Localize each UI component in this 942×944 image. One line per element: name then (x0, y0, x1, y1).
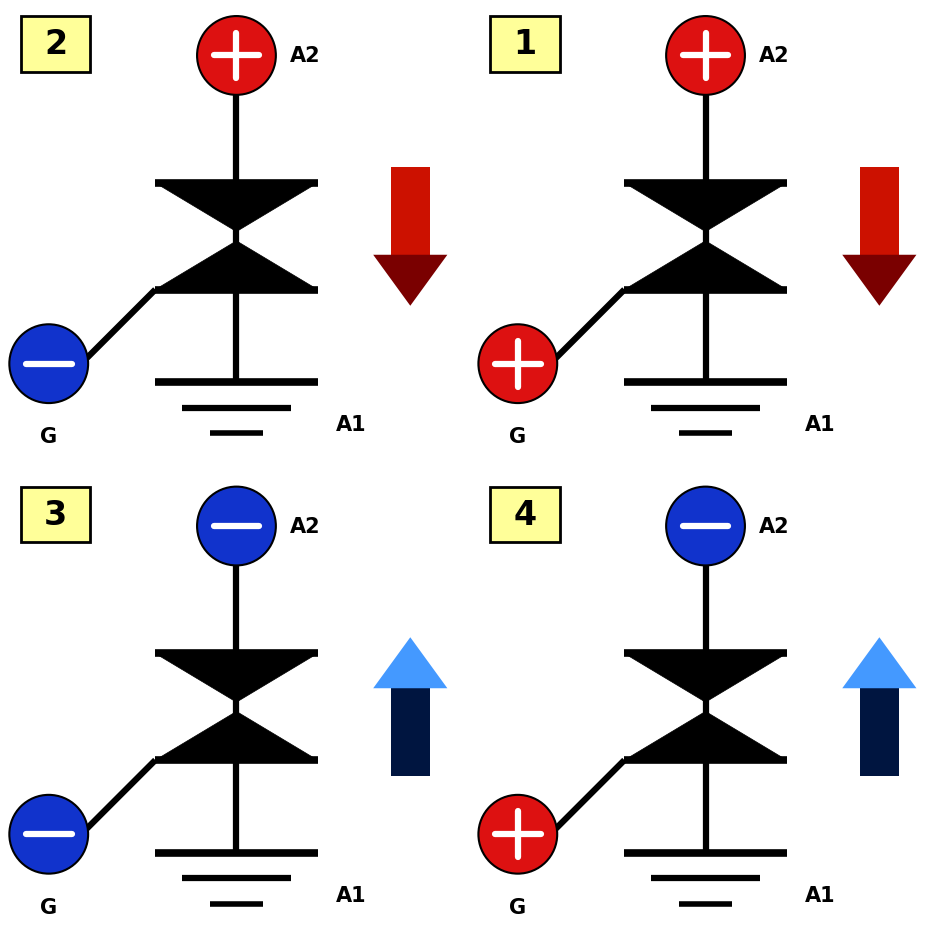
Text: 3: 3 (44, 498, 67, 531)
Polygon shape (391, 688, 430, 777)
Polygon shape (373, 256, 447, 307)
FancyBboxPatch shape (490, 487, 560, 543)
Polygon shape (860, 167, 899, 256)
Polygon shape (834, 631, 925, 777)
Polygon shape (365, 167, 456, 313)
Text: A1: A1 (805, 414, 836, 434)
Text: G: G (510, 427, 527, 447)
Polygon shape (365, 631, 456, 777)
Polygon shape (155, 654, 317, 702)
Polygon shape (860, 688, 899, 777)
Text: 4: 4 (513, 498, 536, 531)
Circle shape (479, 325, 558, 404)
Text: A2: A2 (290, 46, 320, 66)
Circle shape (197, 17, 276, 95)
Circle shape (9, 325, 89, 404)
Polygon shape (834, 167, 925, 313)
Polygon shape (155, 184, 317, 232)
Polygon shape (625, 242, 787, 290)
Text: A1: A1 (336, 414, 366, 434)
FancyBboxPatch shape (21, 17, 90, 73)
Polygon shape (373, 637, 447, 688)
Text: 1: 1 (513, 28, 536, 61)
Circle shape (666, 17, 745, 95)
Circle shape (479, 795, 558, 874)
Circle shape (666, 487, 745, 565)
Polygon shape (842, 637, 917, 688)
Polygon shape (155, 712, 317, 760)
Text: A2: A2 (759, 46, 789, 66)
Text: G: G (41, 427, 57, 447)
Text: 2: 2 (44, 28, 67, 61)
FancyBboxPatch shape (490, 17, 560, 73)
Text: G: G (510, 897, 527, 917)
Polygon shape (155, 242, 317, 290)
Polygon shape (842, 256, 917, 307)
Circle shape (197, 487, 276, 565)
Polygon shape (391, 167, 430, 256)
Polygon shape (625, 712, 787, 760)
Polygon shape (625, 654, 787, 702)
FancyBboxPatch shape (21, 487, 90, 543)
Circle shape (9, 795, 89, 874)
Polygon shape (625, 184, 787, 232)
Text: A1: A1 (805, 885, 836, 904)
Text: G: G (41, 897, 57, 917)
Text: A2: A2 (290, 516, 320, 536)
Text: A2: A2 (759, 516, 789, 536)
Text: A1: A1 (336, 885, 366, 904)
